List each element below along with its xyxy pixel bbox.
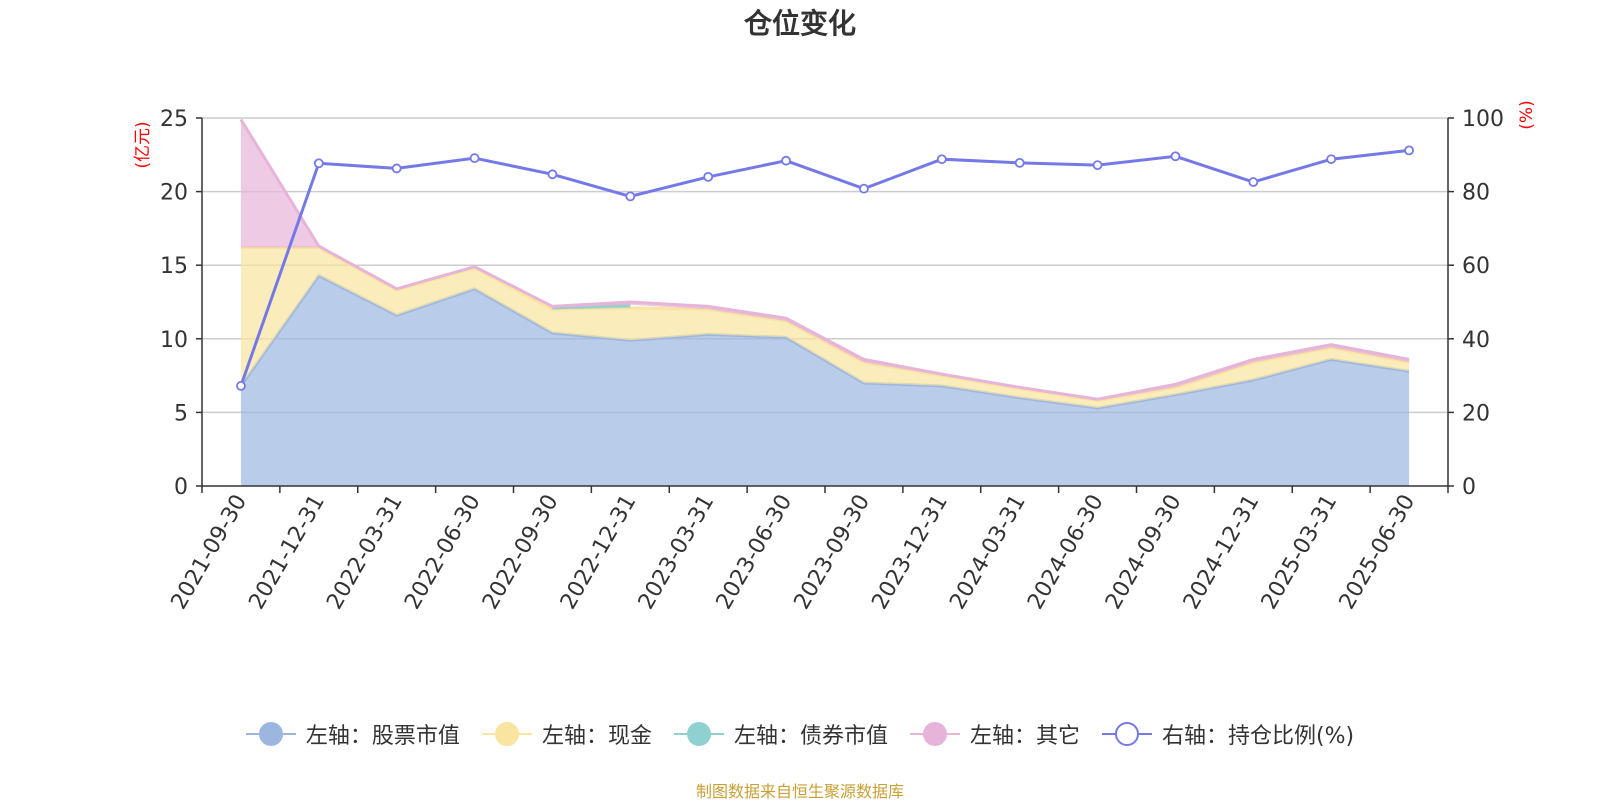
legend: 左轴：股票市值 左轴：现金 左轴：债券市值 左轴：其它 右轴：持仓比例(%) xyxy=(0,718,1600,750)
legend-label: 左轴：债券市值 xyxy=(733,724,888,749)
x-tick-label: 2025-06-30 xyxy=(1335,491,1421,614)
legend-label: 左轴：股票市值 xyxy=(305,724,460,749)
area-fill xyxy=(240,275,1410,486)
right-tick-label: 60 xyxy=(1462,254,1490,279)
ratio-point xyxy=(781,155,791,166)
area-top-line xyxy=(239,118,1410,401)
x-tick-label: 2023-12-31 xyxy=(867,491,953,614)
x-tick-label: 2023-03-31 xyxy=(634,491,720,614)
legend-label: 左轴：现金 xyxy=(541,724,652,749)
legend-item[interactable]: 左轴：现金 xyxy=(481,718,652,750)
ratio-line-path xyxy=(239,148,1410,387)
x-tick-label: 2024-06-30 xyxy=(1023,491,1109,614)
chart-title: 仓位变化 xyxy=(743,7,856,40)
right-tick-label: 20 xyxy=(1462,401,1490,426)
left-tick-label: 10 xyxy=(160,328,188,353)
legend-item[interactable]: 右轴：持仓比例(%) xyxy=(1101,718,1355,750)
source-note: 制图数据来自恒生聚源数据库 xyxy=(695,782,904,801)
x-tick-label: 2022-03-31 xyxy=(322,491,408,614)
right-tick-label: 0 xyxy=(1462,475,1476,500)
legend-marker-icon xyxy=(673,721,724,747)
legend-item[interactable]: 左轴：其它 xyxy=(909,718,1080,750)
legend-marker-icon xyxy=(1101,721,1152,747)
ratio-point xyxy=(469,153,480,164)
legend-item[interactable]: 左轴：债券市值 xyxy=(673,718,888,750)
ratio-point xyxy=(1014,157,1025,168)
right-tick-label: 40 xyxy=(1462,328,1490,353)
legend-label: 右轴：持仓比例(%) xyxy=(1161,724,1355,749)
x-tick-label: 2023-06-30 xyxy=(712,491,798,614)
ratio-point xyxy=(547,169,558,180)
x-tick-label: 2024-12-31 xyxy=(1179,491,1265,614)
ratio-point xyxy=(625,191,636,202)
ratio-point xyxy=(859,183,869,194)
ratio-point xyxy=(1092,160,1103,171)
x-tick-label: 2021-12-31 xyxy=(244,491,330,614)
ratio-point xyxy=(391,163,402,174)
legend-marker-icon xyxy=(245,721,296,747)
left-tick-label: 5 xyxy=(174,401,188,426)
left-tick-label: 20 xyxy=(160,181,188,206)
legend-marker-icon xyxy=(909,721,960,747)
ratio-line xyxy=(236,145,1414,391)
chart-canvas: 0510152025020406080100(亿元)(%)2021-09-302… xyxy=(133,100,1537,614)
left-axis-unit: (亿元) xyxy=(133,121,153,168)
ratio-point xyxy=(236,381,246,391)
right-tick-label: 80 xyxy=(1462,181,1490,206)
x-tick-label: 2021-09-30 xyxy=(167,491,253,614)
ratio-point xyxy=(1326,154,1337,165)
legend-marker-icon xyxy=(481,721,532,747)
left-tick-label: 15 xyxy=(160,254,188,279)
x-tick-label: 2024-09-30 xyxy=(1101,491,1187,614)
stacked-areas xyxy=(239,118,1410,486)
ratio-point xyxy=(1404,145,1414,156)
legend-item[interactable]: 左轴：股票市值 xyxy=(245,718,460,750)
ratio-point xyxy=(1170,151,1181,162)
x-tick-label: 2022-06-30 xyxy=(400,491,486,614)
x-tick-label: 2023-09-30 xyxy=(790,491,876,614)
right-tick-label: 100 xyxy=(1462,107,1504,132)
x-tick-label: 2022-12-31 xyxy=(556,491,642,614)
ratio-point xyxy=(703,171,714,182)
ratio-point xyxy=(313,158,324,169)
left-tick-label: 0 xyxy=(174,475,188,500)
right-axis-unit: (%) xyxy=(1517,100,1537,129)
ratio-point xyxy=(1248,177,1259,187)
left-tick-label: 25 xyxy=(160,107,188,132)
ratio-point xyxy=(936,154,947,165)
x-tick-label: 2024-03-31 xyxy=(945,491,1031,614)
x-tick-label: 2025-03-31 xyxy=(1257,491,1343,614)
legend-label: 左轴：其它 xyxy=(969,724,1080,749)
x-tick-label: 2022-09-30 xyxy=(478,491,564,614)
